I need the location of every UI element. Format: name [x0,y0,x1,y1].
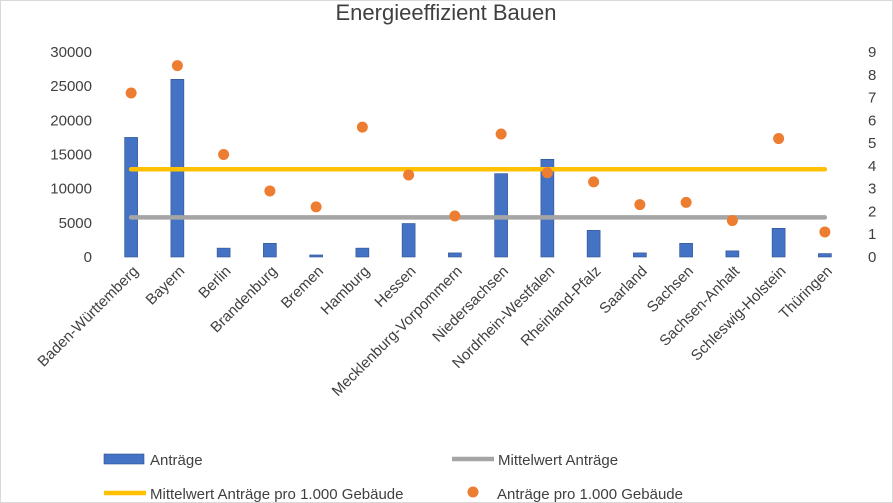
right-axis-tick-label: 4 [868,158,876,175]
bar-bremen [309,254,323,258]
right-axis-tick-label: 5 [868,135,876,152]
right-axis-tick-label: 6 [868,112,876,129]
bar-nordrhein-westfalen [540,158,555,258]
bar-rheinland-pfalz [586,230,601,258]
right-axis-tick-label: 0 [868,249,876,266]
left-axis: 0 5000 10000 15000 20000 25000 30000 [50,44,92,266]
point-hessen [403,169,415,181]
bar-brandenburg [263,243,277,258]
legend-label: Anträge pro 1.000 Gebäude [497,486,683,503]
left-axis-tick-label: 0 [84,249,92,266]
left-axis-tick-label: 10000 [50,181,92,198]
bar-mecklenburg-vorpommern [448,252,462,258]
category-labels: Baden-Württemberg Bayern BerlinBrandenburg… [34,262,835,400]
point-saarland [634,199,646,211]
point-baden-w-rttemberg [125,87,137,99]
right-axis-tick-label: 8 [868,67,876,84]
left-axis-tick-label: 20000 [50,112,92,129]
legend-label: Mittelwert Anträge pro 1.000 Gebäude [150,486,404,503]
point-sachsen [680,196,692,208]
point-rheinland-pfalz [588,176,600,188]
point-mecklenburg-vorpommern [449,210,461,222]
point-nordrhein-westfalen [541,167,553,179]
category-label: Sachsen-Anhalt [656,262,743,349]
point-th-ringen [819,226,831,238]
legend-swatch-antr-ge-pro-1-000-geb-ude [467,486,479,498]
right-axis-tick-label: 2 [868,203,876,220]
scatter-series [125,60,831,238]
bar-th-ringen [818,253,832,258]
point-sachsen-anhalt [726,215,738,227]
category-label: Bayern [143,263,189,309]
bar-baden-w-rttemberg [124,137,138,258]
bar-saarland [633,252,647,258]
bar-schleswig-holstein [771,228,786,258]
category-label: Saarland [596,263,650,317]
right-axis: 0 1 2 3 4 5 6 7 8 9 [868,44,876,266]
legend-swatch-antr-ge [103,453,145,465]
category-label: Baden-Württemberg [34,263,142,371]
right-axis-tick-label: 3 [868,181,876,198]
left-axis-tick-label: 30000 [50,44,92,61]
legend: Anträge Mittelwert Anträge Mittelwert Antr… [103,452,683,503]
category-label: Rheinland-Pfalz [518,263,605,350]
chart-title: Energieeffizient Bauen [336,0,557,25]
bar-berlin [216,247,231,258]
line-series [128,167,828,220]
point-berlin [218,149,230,160]
category-label: Hamburg [318,263,374,319]
left-axis-tick-label: 25000 [50,78,92,95]
right-axis-tick-label: 9 [868,44,876,61]
left-axis-tick-label: 5000 [59,215,92,232]
bar-hessen [401,223,416,258]
legend-label: Mittelwert Anträge [498,452,618,469]
point-brandenburg [264,185,276,197]
point-niedersachsen [495,128,507,140]
point-hamburg [356,121,368,133]
point-schleswig-holstein [773,133,785,145]
category-label: Berlin [195,263,234,302]
right-axis-tick-label: 7 [868,90,876,107]
bar-sachsen-anhalt [725,250,740,258]
point-bayern [171,60,183,72]
left-axis-tick-label: 15000 [50,147,92,164]
bar-hamburg [355,247,370,258]
bar-sachsen [679,243,693,258]
right-axis-tick-label: 1 [868,226,876,243]
legend-label: Anträge [150,452,203,469]
point-bremen [310,201,322,213]
